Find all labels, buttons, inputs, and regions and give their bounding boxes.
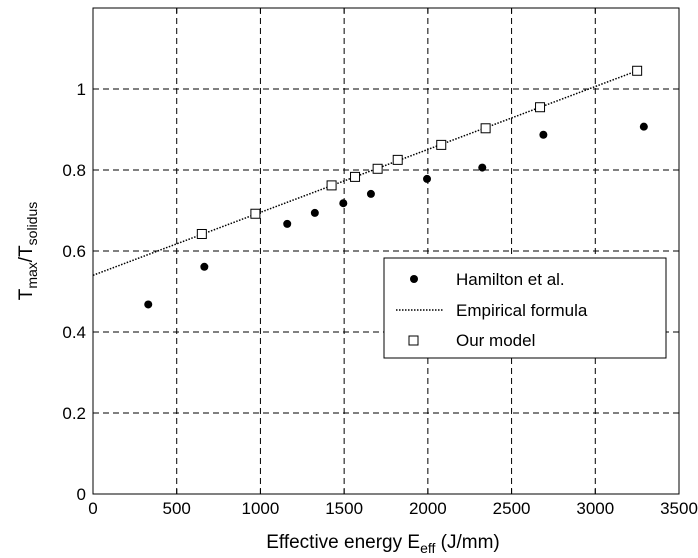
x-tick-label: 1000 <box>242 499 280 518</box>
y-axis-label-part1: T <box>16 288 37 300</box>
hamilton-point <box>639 122 648 131</box>
y-axis-label: Tmax/Tsolidus <box>16 202 40 301</box>
our-model-point <box>436 139 447 150</box>
legend-label-empirical: Empirical formula <box>456 301 588 320</box>
legend-marker-model <box>408 335 419 346</box>
our-model-point <box>535 102 546 113</box>
legend-marker-hamilton <box>410 275 418 283</box>
hamilton-point <box>200 262 209 271</box>
hamilton-point <box>310 208 319 217</box>
y-tick-label: 0.8 <box>62 161 86 180</box>
y-tick-label: 1 <box>77 80 86 99</box>
hamilton-point <box>539 130 548 139</box>
x-axis-label-main: Effective energy E <box>266 532 420 553</box>
x-tick-label: 2000 <box>409 499 447 518</box>
hamilton-point <box>283 219 292 228</box>
markers-layer <box>144 65 648 309</box>
empirical-formula-line <box>92 70 638 277</box>
our-model-point <box>372 163 383 174</box>
legend-label-hamilton: Hamilton et al. <box>456 270 565 289</box>
y-axis-label-sub2: solidus <box>24 202 40 246</box>
our-model-point <box>326 180 337 191</box>
y-tick-label: 0.6 <box>62 242 86 261</box>
hamilton-point <box>423 174 432 183</box>
our-model-point <box>392 154 403 165</box>
x-tick-label: 3500 <box>660 499 698 518</box>
legend-label-model: Our model <box>456 331 535 350</box>
x-tick-label: 2500 <box>493 499 531 518</box>
hamilton-point <box>478 163 487 172</box>
axis-ticks: 0 500 1000 1500 2000 2500 3000 3500 0 0.2 0.4 0.6 0.… <box>62 8 698 518</box>
y-axis-label-sub1: max <box>24 262 40 288</box>
legend-box <box>383 257 667 359</box>
our-model-point <box>196 228 207 239</box>
empirical-formula-layer <box>92 70 638 277</box>
x-axis-label: Effective energy Eeff (J/mm) <box>266 532 500 556</box>
y-axis-label-part2: /T <box>16 245 37 262</box>
hamilton-point <box>144 300 153 309</box>
legend: Hamilton et al. Empirical formula Our mo… <box>383 257 667 359</box>
x-axis-label-subscript: eff <box>420 540 435 556</box>
hamilton-point <box>366 189 375 198</box>
x-tick-label: 1500 <box>325 499 363 518</box>
our-model-point <box>250 208 261 219</box>
y-tick-label: 0 <box>77 485 86 504</box>
x-tick-label: 3000 <box>576 499 614 518</box>
y-tick-label: 0.4 <box>62 323 86 342</box>
x-tick-label: 500 <box>163 499 191 518</box>
y-tick-label: 0.2 <box>62 404 86 423</box>
hamilton-point <box>339 199 348 208</box>
our-model-point <box>632 65 643 76</box>
x-axis-label-suffix: (J/mm) <box>435 532 499 553</box>
x-tick-label: 0 <box>88 499 97 518</box>
our-model-point <box>350 171 361 182</box>
our-model-point <box>480 123 491 134</box>
